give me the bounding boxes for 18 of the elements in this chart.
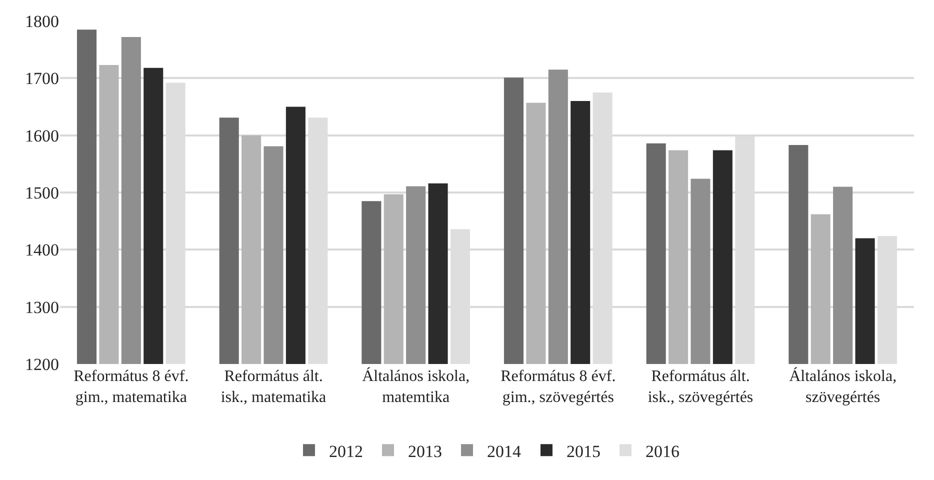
y-tick-label: 1700 bbox=[25, 69, 59, 88]
y-tick-label: 1500 bbox=[25, 183, 59, 202]
y-tick-label: 1800 bbox=[25, 12, 59, 31]
y-tick-label: 1300 bbox=[25, 298, 59, 317]
y-tick-label: 1400 bbox=[25, 240, 59, 260]
y-tick-label: 1200 bbox=[25, 354, 59, 374]
x-tick-label: Általános iskola, matemtika bbox=[362, 367, 470, 406]
x-tick-label: Általános iskola, szövegértés bbox=[789, 367, 897, 406]
legend-label: 2013 bbox=[408, 442, 442, 461]
legend-label: 2015 bbox=[566, 442, 600, 461]
x-tick-label: Református ált. isk., szövegértés bbox=[648, 368, 754, 406]
x-tick-label: Református 8 évf. gim., szövegértés bbox=[500, 368, 616, 406]
x-tick-label: Református ált. isk., matematika bbox=[220, 368, 326, 406]
x-tick-label: Református 8 évf. gim., matematika bbox=[74, 368, 189, 406]
y-tick-label: 1600 bbox=[25, 126, 59, 146]
legend-label: 2012 bbox=[329, 442, 363, 461]
legend-label: 2016 bbox=[646, 442, 680, 461]
legend-label: 2014 bbox=[487, 442, 522, 461]
